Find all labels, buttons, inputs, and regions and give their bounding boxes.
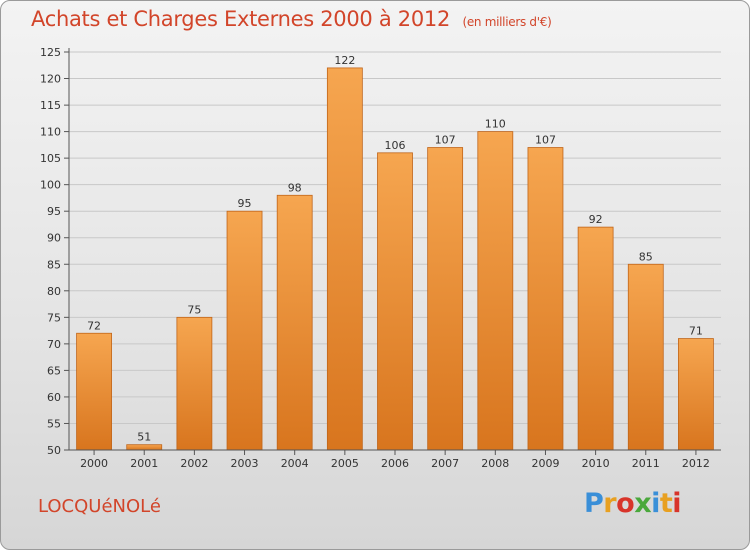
x-tick-label: 2005 <box>331 457 359 470</box>
y-tick-label: 115 <box>40 99 61 112</box>
bar <box>427 147 464 451</box>
logo-letter: i <box>672 488 682 519</box>
x-tick-label: 2004 <box>281 457 309 470</box>
data-label: 75 <box>187 303 201 316</box>
x-tick-label: 2010 <box>582 457 610 470</box>
bar <box>678 338 714 451</box>
logo-letter: t <box>659 488 673 519</box>
x-tick-label: 2007 <box>431 457 459 470</box>
x-tick-label: 2008 <box>481 457 509 470</box>
bar <box>276 194 313 451</box>
bar <box>477 131 514 451</box>
axes: 50 55 60 65 70 75 80 85 90 95 100 105 110 115 120 125 20… <box>40 46 721 470</box>
bar <box>176 316 213 451</box>
chart-subtitle: (en milliers d'€) <box>462 15 552 29</box>
logo-letter: o <box>616 488 635 519</box>
data-label: 72 <box>87 319 101 332</box>
y-tick-label: 120 <box>40 73 61 86</box>
logo-letter: i <box>651 488 660 519</box>
y-tick-label: 100 <box>40 179 61 192</box>
data-label: 106 <box>385 139 406 152</box>
commune-name: LOCQUéNOLé <box>38 496 161 517</box>
x-tick-label: 2009 <box>531 457 559 470</box>
data-label: 95 <box>238 197 252 210</box>
y-tick-label: 75 <box>47 311 61 324</box>
data-label: 51 <box>137 431 151 444</box>
bar <box>226 210 263 451</box>
y-tick-label: 65 <box>47 364 61 377</box>
title-text: Achats et Charges Externes 2000 à 2012 <box>31 7 451 31</box>
bars: 72 51 75 95 98 122 106 107 110 107 92 85 71 <box>76 54 714 451</box>
logo-letter: x <box>634 488 652 519</box>
proxiti-logo[interactable]: Proxiti <box>584 488 682 519</box>
x-tick-label: 2011 <box>632 457 660 470</box>
data-label: 98 <box>288 181 302 194</box>
y-tick-label: 90 <box>47 232 61 245</box>
y-tick-label: 55 <box>47 417 61 430</box>
x-tick-label: 2006 <box>381 457 409 470</box>
data-label: 85 <box>639 250 653 263</box>
bar <box>76 332 112 451</box>
bar <box>326 67 363 451</box>
bar <box>577 226 614 451</box>
x-tick-label: 2003 <box>231 457 259 470</box>
bar <box>377 152 413 451</box>
bar <box>627 263 664 451</box>
y-tick-label: 125 <box>40 46 61 59</box>
x-tick-label: 2002 <box>180 457 208 470</box>
logo-letter: r <box>603 488 617 519</box>
data-label: 92 <box>589 213 603 226</box>
y-tick-label: 85 <box>47 258 61 271</box>
x-tick-label: 2000 <box>80 457 108 470</box>
data-label: 122 <box>334 54 355 67</box>
data-label: 71 <box>689 325 703 338</box>
y-tick-label: 70 <box>47 338 61 351</box>
y-tick-label: 60 <box>47 391 61 404</box>
bar <box>126 444 163 451</box>
y-tick-label: 50 <box>47 444 61 457</box>
x-tick-label: 2012 <box>682 457 710 470</box>
y-tick-label: 95 <box>47 205 61 218</box>
y-tick-label: 105 <box>40 152 61 165</box>
bar <box>527 147 564 451</box>
logo-letter: P <box>584 488 604 519</box>
y-tick-label: 110 <box>40 126 61 139</box>
data-label: 110 <box>485 118 506 131</box>
x-tick-label: 2001 <box>130 457 158 470</box>
data-label: 107 <box>435 134 456 147</box>
data-label: 107 <box>535 134 556 147</box>
chart-title: Achats et Charges Externes 2000 à 2012 (… <box>31 7 552 31</box>
y-tick-label: 80 <box>47 285 61 298</box>
